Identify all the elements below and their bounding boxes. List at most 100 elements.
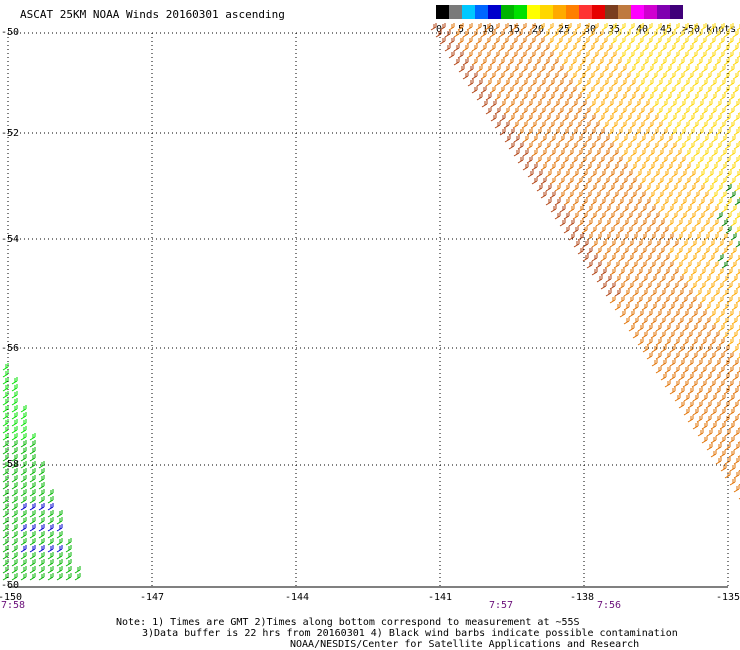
wind-barb <box>681 240 688 248</box>
wind-barb <box>671 170 678 178</box>
wind-barb <box>29 468 36 476</box>
wind-barb <box>729 464 736 472</box>
wind-barb <box>700 23 707 31</box>
wind-barb <box>713 331 720 339</box>
wind-barb <box>494 65 501 73</box>
wind-barb <box>566 93 573 101</box>
wind-barb <box>625 100 632 108</box>
wind-barb <box>706 156 713 164</box>
wind-barb <box>566 79 573 87</box>
wind-barb <box>2 405 9 413</box>
wind-barb <box>683 408 690 416</box>
wind-barb <box>689 198 696 206</box>
wind-barb <box>534 72 541 80</box>
wind-barb <box>11 405 18 413</box>
wind-barb <box>593 79 600 87</box>
wind-barb <box>11 391 18 399</box>
wind-barb <box>707 184 714 192</box>
wind-barb <box>645 240 652 248</box>
wind-barb <box>556 37 563 45</box>
wind-barb <box>653 170 660 178</box>
wind-barb <box>56 552 63 560</box>
wind-barb <box>20 475 27 483</box>
legend-swatch <box>488 5 501 19</box>
wind-barb <box>716 226 723 234</box>
wind-barb <box>534 86 541 94</box>
map-grid <box>7 32 729 588</box>
wind-barb <box>494 79 501 87</box>
wind-barb <box>619 51 626 59</box>
wind-barb <box>577 205 584 213</box>
wind-barb <box>687 58 694 66</box>
wind-barb <box>678 58 685 66</box>
wind-barb <box>466 23 473 31</box>
wind-barb <box>539 93 546 101</box>
wind-barb <box>695 275 702 283</box>
wind-barb <box>596 275 603 283</box>
wind-barb <box>613 205 620 213</box>
wind-barb <box>734 184 740 192</box>
wind-barb <box>733 443 740 451</box>
wind-barb <box>576 163 583 171</box>
wind-barb <box>700 338 707 346</box>
wind-barb <box>527 170 534 178</box>
wind-barb <box>590 226 597 234</box>
wind-barb <box>567 149 574 157</box>
wind-barb <box>619 37 626 45</box>
wind-barb <box>38 531 45 539</box>
wind-barb <box>682 37 689 45</box>
wind-barb <box>624 58 631 66</box>
wind-barb <box>697 156 704 164</box>
wind-barb <box>579 58 586 66</box>
wind-barb <box>485 79 492 87</box>
wind-barb <box>720 149 727 157</box>
wind-barb <box>20 566 27 574</box>
wind-barb <box>20 545 27 553</box>
wind-barb <box>651 72 658 80</box>
wind-barb <box>647 107 654 115</box>
wind-barb <box>672 296 679 304</box>
wind-barb <box>508 128 515 136</box>
wind-barb <box>715 114 722 122</box>
wind-barb <box>471 44 478 52</box>
wind-barb <box>704 331 711 339</box>
wind-barb <box>531 149 538 157</box>
wind-barb <box>493 37 500 45</box>
wind-barb <box>727 324 734 332</box>
wind-barb <box>2 552 9 560</box>
wind-barb <box>2 538 9 546</box>
wind-barb <box>11 573 18 581</box>
wind-barb <box>704 289 711 297</box>
wind-barb <box>710 394 717 402</box>
wind-barb <box>673 310 680 318</box>
wind-barb <box>682 380 689 388</box>
wind-barb <box>667 219 674 227</box>
wind-barb <box>617 212 624 220</box>
wind-barb <box>471 86 478 94</box>
wind-barb <box>644 212 651 220</box>
wind-barb <box>594 177 601 185</box>
wind-barb <box>706 100 713 108</box>
wind-barb <box>657 135 664 143</box>
wind-barb <box>2 398 9 406</box>
wind-barb <box>609 296 616 304</box>
wind-barb <box>656 107 663 115</box>
wind-barb <box>737 84 740 87</box>
wind-barb <box>557 65 564 73</box>
wind-barb <box>547 23 554 31</box>
wind-barb <box>602 107 609 115</box>
wind-barb <box>563 198 570 206</box>
wind-barb <box>655 51 662 59</box>
wind-barb <box>617 170 624 178</box>
wind-barb <box>723 373 730 381</box>
wind-barb <box>709 338 716 346</box>
wind-barb <box>47 496 54 504</box>
wind-barb <box>20 405 27 413</box>
wind-barb <box>489 72 496 80</box>
wind-barb <box>457 23 464 31</box>
wind-barb <box>530 93 537 101</box>
wind-barb <box>633 72 640 80</box>
wind-barb <box>552 30 559 38</box>
wind-barb <box>654 254 661 262</box>
wind-barb <box>664 23 671 31</box>
